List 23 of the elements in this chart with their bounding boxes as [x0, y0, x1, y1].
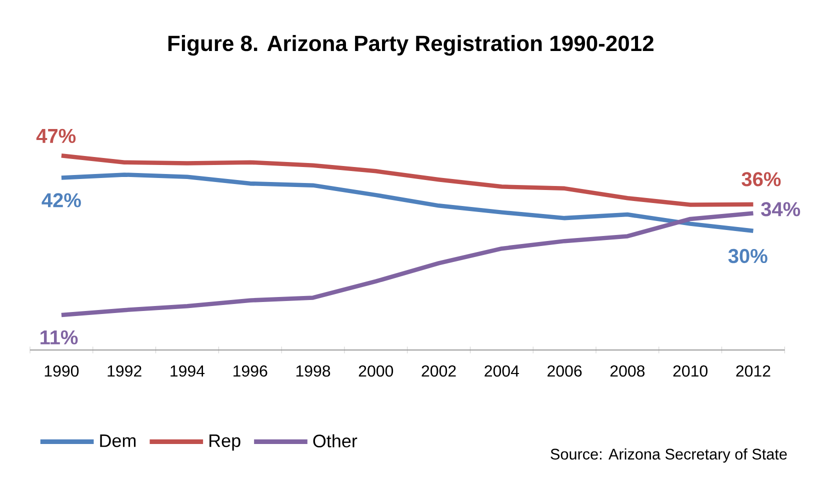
- chart-title: Figure 8. Arizona Party Registration 1990-2012: [168, 35, 654, 56]
- data-label: 34%: [761, 202, 800, 216]
- x-tick-label: 2010: [673, 365, 708, 377]
- x-tick-label: 1990: [44, 365, 79, 377]
- data-label: 47%: [36, 128, 76, 143]
- source-note: Source: Arizona Secretary of State: [550, 448, 787, 463]
- data-label: 11%: [40, 330, 78, 344]
- x-tick-label: 2008: [610, 365, 645, 377]
- legend-label: Rep: [210, 434, 240, 451]
- legend-label: Dem: [100, 434, 136, 448]
- x-tick-label: 1996: [234, 365, 268, 377]
- legend-label: Other: [313, 434, 358, 448]
- data-label: 42%: [42, 193, 81, 208]
- x-tick-label: 2004: [484, 365, 519, 377]
- data-label: 30%: [728, 248, 768, 264]
- x-tick-label: 1998: [296, 365, 330, 377]
- x-tick-label: 1992: [108, 365, 142, 377]
- data-label: 36%: [742, 172, 781, 186]
- x-tick-label: 2006: [548, 365, 582, 377]
- x-tick-label: 2002: [422, 365, 456, 377]
- x-tick-label: 1994: [170, 365, 205, 377]
- x-tick-label: 2000: [358, 365, 394, 377]
- x-tick-label: 2012: [736, 365, 770, 377]
